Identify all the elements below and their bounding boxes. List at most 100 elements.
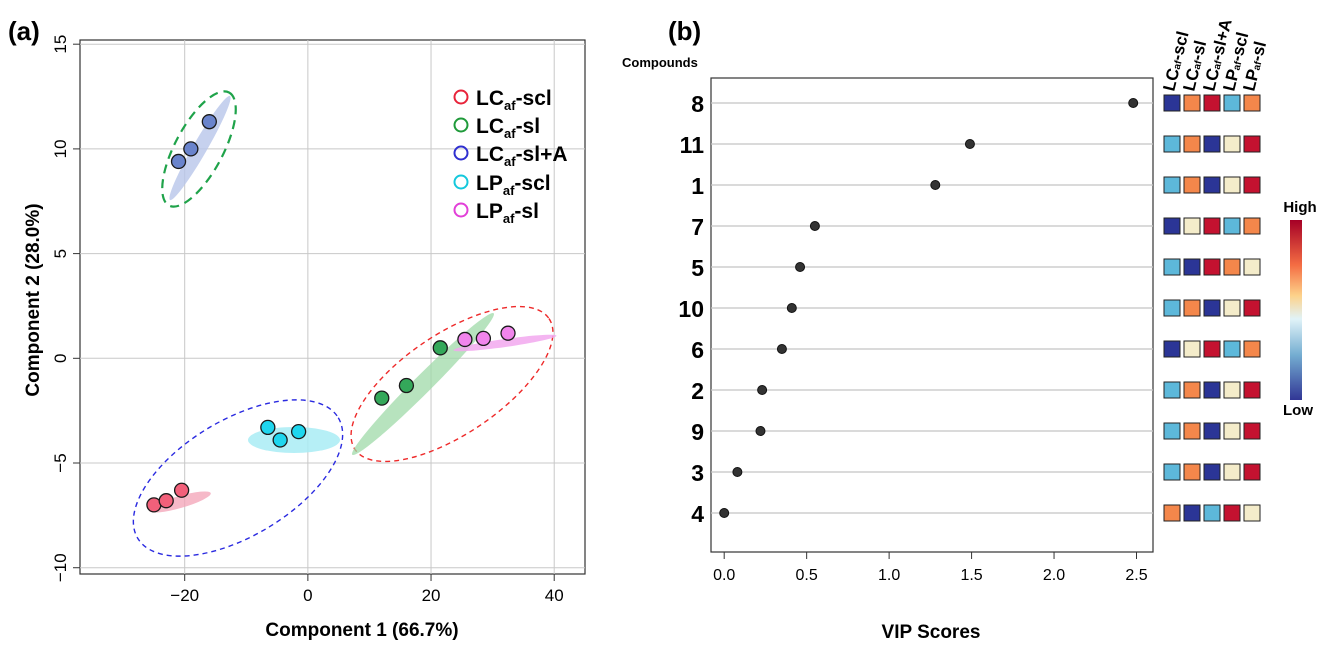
group-ellipse-lcsla bbox=[161, 90, 237, 208]
heatmap-cell bbox=[1243, 217, 1261, 235]
data-point-lp-af-sl bbox=[457, 331, 473, 348]
legend-item-lcaf-sla: LCaf-sl+A bbox=[453, 143, 568, 169]
heatmap-header-lpaf-scl: LPaf-scl bbox=[1219, 30, 1252, 93]
heatmap-cell bbox=[1243, 504, 1261, 522]
heatmap-cell bbox=[1223, 258, 1241, 276]
data-point-lc-af-sl-a bbox=[170, 153, 187, 170]
panel-a-y-ticks: −10 −5 0 5 10 15 bbox=[51, 35, 80, 582]
heatmap-cell bbox=[1163, 422, 1181, 440]
vip-point bbox=[809, 221, 820, 231]
y-tick-label: 0 bbox=[51, 354, 70, 363]
compound-label: 7 bbox=[691, 214, 704, 240]
legend-label: LCaf-scl bbox=[476, 87, 552, 113]
vip-point bbox=[795, 262, 806, 272]
heatmap-cell bbox=[1223, 299, 1241, 317]
y-tick-label: −10 bbox=[51, 553, 70, 582]
heatmap-cell bbox=[1183, 463, 1201, 481]
panel-a-y-axis-label: Component 2 (28.0%) bbox=[23, 203, 44, 396]
x-tick-label: 1.0 bbox=[878, 567, 900, 584]
heatmap-cell bbox=[1183, 94, 1201, 112]
heatmap-cell bbox=[1163, 504, 1181, 522]
heatmap-cell bbox=[1183, 217, 1201, 235]
vip-heatmap bbox=[1163, 94, 1261, 522]
heatmap-cell bbox=[1203, 299, 1221, 317]
x-tick-label: 2.5 bbox=[1125, 567, 1147, 584]
heatmap-cell bbox=[1163, 217, 1181, 235]
y-tick-label: −5 bbox=[51, 453, 70, 472]
panel-a-legend: LCaf-scl LCaf-sl LCaf-sl+A LPaf-scl LPaf… bbox=[453, 87, 568, 226]
panel-b-x-axis-label: VIP Scores bbox=[882, 622, 981, 643]
heatmap-cell bbox=[1243, 135, 1261, 153]
data-point-lc-af-sl bbox=[432, 340, 448, 356]
heatmap-cell bbox=[1183, 504, 1201, 522]
heatmap-cell bbox=[1223, 176, 1241, 194]
legend-item-lpaf-sl: LPaf-sl bbox=[453, 200, 539, 226]
y-tick-label: 15 bbox=[51, 35, 70, 54]
legend-marker bbox=[453, 89, 469, 105]
heatmap-cell bbox=[1243, 258, 1261, 276]
heatmap-cell bbox=[1203, 258, 1221, 276]
heatmap-cell bbox=[1183, 422, 1201, 440]
heatmap-cell bbox=[1203, 463, 1221, 481]
heatmap-header-lcaf-sla: LCaf-sl+A bbox=[1199, 17, 1235, 93]
heatmap-cell bbox=[1243, 463, 1261, 481]
x-tick-label: 0 bbox=[303, 586, 312, 605]
legend-label: LPaf-sl bbox=[476, 200, 539, 226]
heatmap-cell bbox=[1223, 94, 1241, 112]
compound-label: 4 bbox=[691, 501, 704, 527]
compound-label: 1 bbox=[691, 173, 704, 199]
vip-point bbox=[930, 180, 941, 190]
data-point-lp-af-scl bbox=[272, 432, 288, 448]
data-point-lc-af-sl bbox=[398, 377, 415, 394]
vip-point bbox=[1128, 98, 1139, 108]
vip-point bbox=[776, 344, 787, 354]
heatmap-cell bbox=[1203, 176, 1221, 194]
data-point-lp-af-sl bbox=[475, 330, 492, 347]
colorbar: High Low bbox=[1283, 199, 1317, 419]
compound-label: 11 bbox=[680, 132, 705, 158]
heatmap-header-lpaf-sl: LPaf-sl bbox=[1239, 39, 1270, 93]
heatmap-cell bbox=[1163, 299, 1181, 317]
panel-a-frame bbox=[79, 39, 586, 575]
legend-label: LPaf-scl bbox=[476, 172, 551, 198]
compounds-header: Compounds bbox=[622, 55, 698, 70]
vip-point bbox=[786, 303, 797, 313]
x-tick-label: 2.0 bbox=[1043, 567, 1065, 584]
compound-label: 9 bbox=[691, 419, 704, 445]
colorbar-gradient bbox=[1290, 220, 1302, 400]
panel-a-x-axis-label: Component 1 (66.7%) bbox=[265, 620, 458, 641]
x-tick-label: 1.5 bbox=[960, 567, 982, 584]
ellipse-lpaf-sl bbox=[453, 334, 557, 352]
heatmap-cell bbox=[1163, 176, 1181, 194]
heatmap-cell bbox=[1183, 258, 1201, 276]
panel-a-points bbox=[146, 114, 516, 513]
heatmap-cell bbox=[1203, 381, 1221, 399]
heatmap-cell bbox=[1223, 463, 1241, 481]
y-tick-label: 10 bbox=[51, 139, 70, 158]
legend-marker bbox=[453, 202, 469, 218]
heatmap-cell bbox=[1243, 176, 1261, 194]
group-ellipse-sl bbox=[350, 305, 554, 463]
heatmap-cell bbox=[1203, 94, 1221, 112]
ellipse-lcaf-sl bbox=[352, 313, 494, 455]
compound-label: 10 bbox=[678, 296, 704, 322]
legend-marker bbox=[453, 145, 469, 161]
vip-point bbox=[719, 508, 730, 518]
heatmap-cell bbox=[1163, 94, 1181, 112]
heatmap-cell bbox=[1223, 340, 1241, 358]
data-point-lc-af-scl bbox=[158, 493, 174, 509]
vip-point bbox=[732, 467, 743, 477]
vip-point bbox=[757, 385, 768, 395]
heatmap-header-lcaf-sl: LCaf-sl bbox=[1179, 38, 1210, 92]
heatmap-cell bbox=[1183, 176, 1201, 194]
compound-label: 8 bbox=[691, 91, 704, 117]
heatmap-cell bbox=[1223, 422, 1241, 440]
heatmap-cell bbox=[1183, 340, 1201, 358]
panel-b-label: (b) bbox=[668, 16, 701, 46]
x-tick-label: 40 bbox=[545, 586, 564, 605]
panel-b-x-ticks: 0.0 0.5 1.0 1.5 2.0 2.5 bbox=[713, 552, 1148, 584]
colorbar-low-label: Low bbox=[1283, 402, 1313, 419]
legend-item-lcaf-sl: LCaf-sl bbox=[453, 115, 540, 141]
